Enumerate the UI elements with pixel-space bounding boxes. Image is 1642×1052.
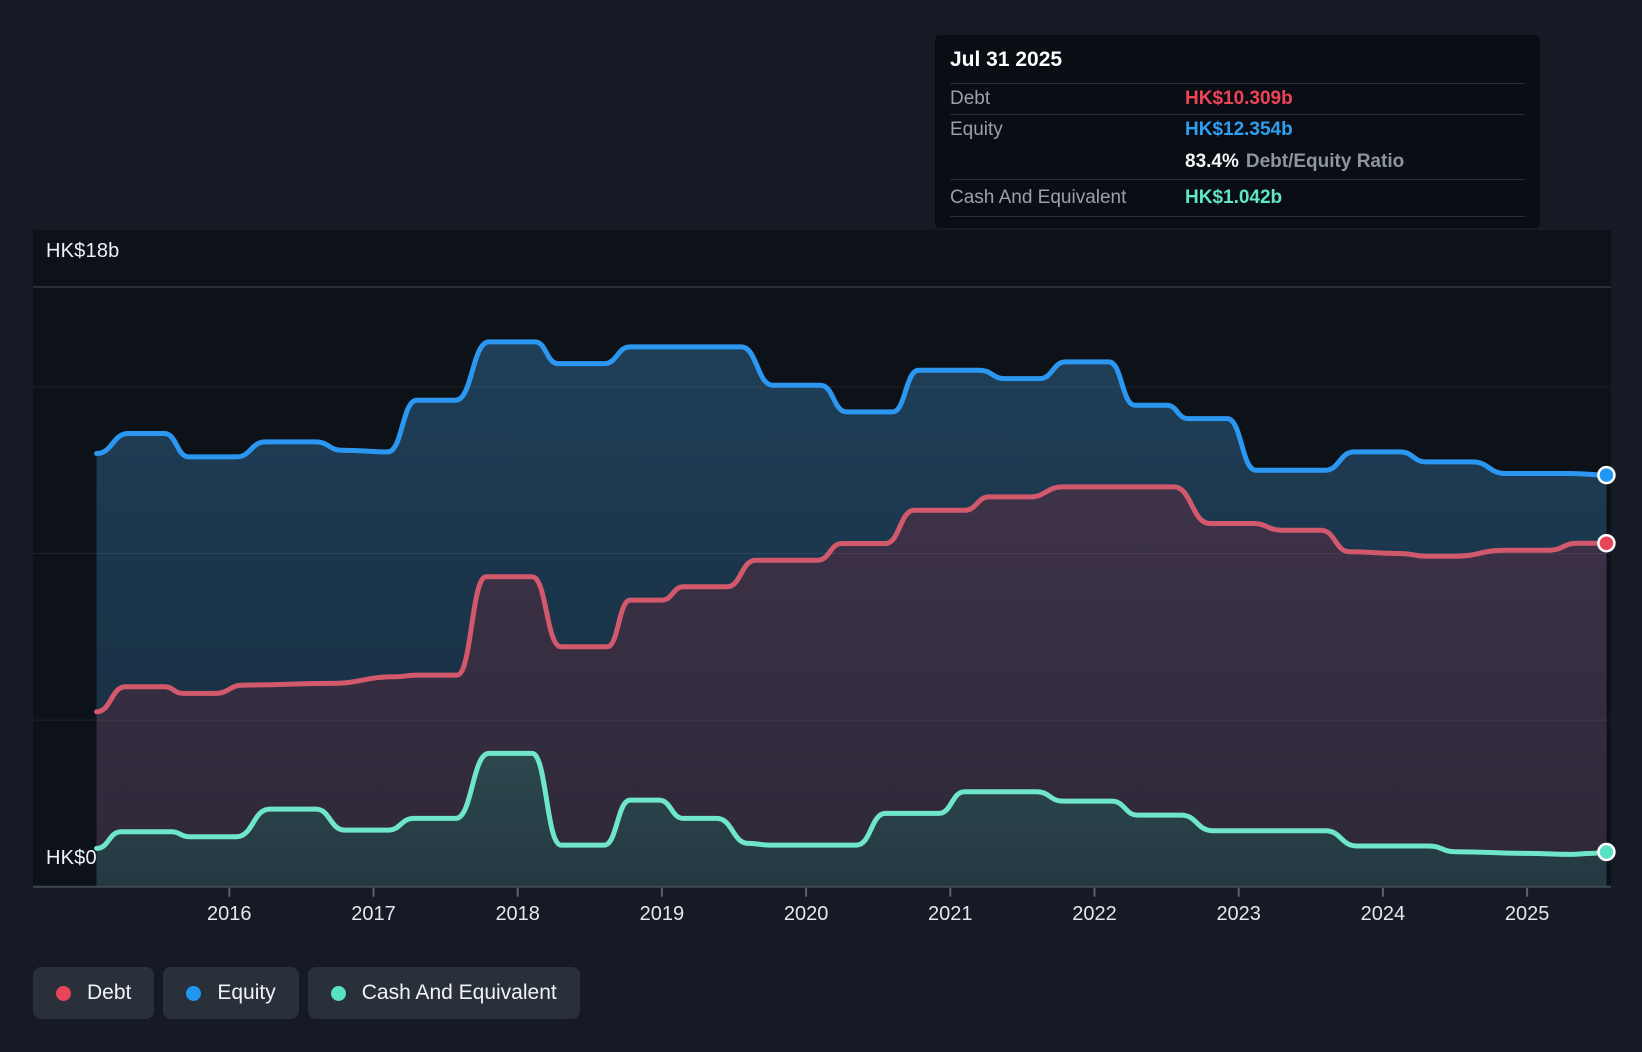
x-axis-label-2023: 2023 (1216, 903, 1261, 925)
tooltip-row-ratio: 83.4% Debt/Equity Ratio (950, 145, 1525, 180)
tooltip-row-cash: Cash And Equivalent HK$1.042b (950, 180, 1525, 217)
tooltip-equity-value: HK$12.354b (1185, 119, 1293, 140)
equity-dot-icon (186, 985, 202, 1001)
tooltip-date: Jul 31 2025 (950, 35, 1525, 84)
x-axis-label-2025: 2025 (1504, 903, 1550, 925)
hover-tooltip: Jul 31 2025 Debt HK$10.309b Equity HK$12… (935, 35, 1540, 228)
tooltip-equity-label: Equity (950, 119, 1003, 140)
debt-end-marker[interactable] (1597, 533, 1616, 553)
tooltip-row-debt: Debt HK$10.309b (950, 84, 1525, 115)
tooltip-ratio-label: Debt/Equity Ratio (1245, 151, 1405, 172)
legend-cash-label: Cash And Equivalent (361, 981, 557, 1004)
debt-dot-icon (56, 985, 71, 1001)
x-axis-label-2024: 2024 (1360, 903, 1406, 925)
tooltip-row-equity: Equity HK$12.354b (950, 115, 1525, 145)
cash-line (94, 750, 1609, 857)
tooltip-cash-label: Cash And Equivalent (950, 187, 1127, 208)
legend-equity-label: Equity (217, 981, 276, 1004)
equity-line (94, 339, 1609, 478)
tooltip-cash-value: HK$1.042b (1185, 187, 1283, 208)
x-axis-label-2021: 2021 (928, 903, 973, 925)
x-axis-label-2019: 2019 (639, 903, 685, 925)
x-axis-label-2022: 2022 (1072, 903, 1117, 925)
x-axis-label-2018: 2018 (495, 903, 540, 925)
legend-item-debt[interactable]: Debt (33, 967, 155, 1019)
x-axis-label-2020: 2020 (783, 903, 829, 925)
tooltip-debt-label: Debt (950, 88, 991, 109)
tooltip-debt-value: HK$10.309b (1185, 88, 1293, 109)
y-axis-zero-label: HK$0 (46, 847, 97, 869)
chart-legend: Debt Equity Cash And Equivalent (33, 967, 580, 1019)
equity-end-marker[interactable] (1597, 465, 1616, 485)
x-axis-label-2017: 2017 (351, 903, 396, 925)
cash-end-marker[interactable] (1597, 842, 1616, 862)
y-axis-max-label: HK$18b (46, 240, 120, 262)
legend-item-cash[interactable]: Cash And Equivalent (307, 967, 580, 1019)
debt-line (94, 484, 1609, 715)
legend-item-equity[interactable]: Equity (163, 967, 299, 1019)
tooltip-ratio-pct: 83.4% (1185, 151, 1239, 172)
legend-debt-label: Debt (87, 981, 132, 1004)
cash-dot-icon (330, 985, 346, 1001)
x-axis-label-2016: 2016 (207, 903, 252, 925)
